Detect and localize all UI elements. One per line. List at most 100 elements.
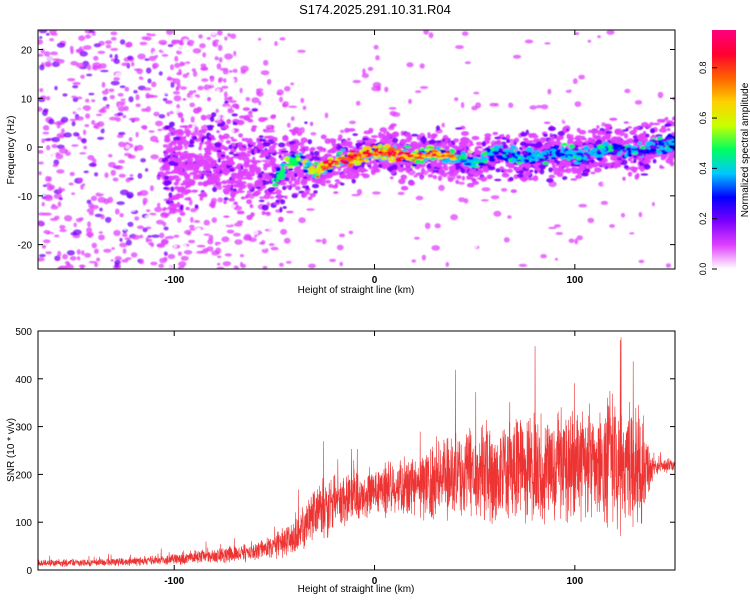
- spectrogram-cell: [581, 172, 589, 177]
- spectrogram-cell: [157, 34, 167, 39]
- spectrogram-cell: [258, 180, 263, 187]
- spectrogram-cell: [340, 129, 345, 134]
- spectrogram-cell: [64, 215, 73, 222]
- spectrogram-cell: [421, 254, 427, 261]
- spectrogram-cell: [504, 245, 511, 252]
- spectrogram-cell: [187, 157, 194, 162]
- spectrogram-cell: [274, 41, 278, 47]
- spectrogram-cell: [297, 173, 303, 179]
- spectrogram-cell: [644, 81, 651, 87]
- colorbar-tick-label: 0.8: [698, 61, 708, 74]
- spectrogram-cell: [566, 105, 575, 109]
- spectrogram-marks: [38, 30, 675, 269]
- spectrogram-cell: [85, 113, 91, 119]
- spectrogram-cell: [336, 151, 343, 155]
- spectrogram-cell: [252, 114, 256, 117]
- spectrogram-cell: [179, 152, 187, 157]
- spectrogram-cell: [300, 137, 308, 143]
- spectrogram-cell: [110, 36, 117, 41]
- spectrogram-cell: [263, 165, 268, 171]
- spectrogram-cell: [105, 44, 112, 49]
- spectrogram-cell: [527, 177, 534, 181]
- spectrogram-cell: [396, 161, 401, 165]
- spectrogram-cell: [329, 150, 336, 154]
- spectrogram-cell: [551, 166, 558, 172]
- spectrogram-cell: [117, 30, 122, 35]
- spectrogram-cell: [348, 230, 354, 235]
- spectrogram-cell: [248, 110, 253, 116]
- spectrogram-cell: [49, 130, 56, 137]
- spectrogram-cell: [478, 32, 486, 38]
- spectrogram-cell: [653, 146, 661, 149]
- spectrogram-cell: [170, 64, 174, 71]
- spectrogram-cell: [486, 136, 490, 143]
- spectrogram-cell: [230, 148, 237, 153]
- spectrogram-cell: [262, 265, 268, 269]
- spectrogram-cell: [245, 153, 251, 157]
- spectrogram-cell: [645, 142, 651, 147]
- spectrogram-cell: [171, 169, 177, 174]
- spectrogram-cell: [405, 157, 409, 161]
- spectrogram-cell: [78, 177, 84, 183]
- spectrogram-cell: [252, 191, 260, 197]
- spectrogram-cell: [180, 86, 187, 90]
- spectrogram-cell: [83, 170, 89, 174]
- spectrogram-cell: [261, 244, 267, 250]
- spectrogram-cell: [460, 102, 465, 109]
- spectrogram-cell: [348, 173, 356, 180]
- spectrogram-cell: [666, 127, 671, 132]
- spectrogram-cell: [197, 102, 205, 106]
- spectrogram-cell: [198, 155, 207, 160]
- spectrogram-cell: [193, 154, 200, 160]
- spectrogram-cell: [223, 200, 227, 205]
- spectrogram-cell: [341, 161, 348, 164]
- spectrogram-cell: [62, 105, 71, 111]
- spectrogram-cell: [193, 107, 201, 114]
- spectrogram-cell: [296, 168, 301, 174]
- spectrogram-cell: [469, 75, 476, 79]
- spectrogram-x-tick-label: 100: [566, 275, 583, 286]
- spectrogram-cell: [203, 163, 212, 170]
- spectrogram-cell: [377, 144, 383, 148]
- spectrogram-cell: [281, 165, 285, 171]
- spectrogram-cell: [368, 127, 374, 134]
- spectrogram-cell: [596, 125, 600, 129]
- spectrogram-cell: [185, 235, 194, 240]
- spectrogram-cell: [214, 142, 222, 148]
- spectrogram-cell: [139, 234, 144, 239]
- spectrogram-cell: [461, 131, 469, 136]
- spectrogram-y-tick-label: -10: [18, 192, 33, 203]
- spectrogram-cell: [158, 39, 168, 45]
- spectrogram-cell: [55, 153, 64, 160]
- spectrogram-cell: [75, 146, 82, 152]
- colorbar-tick-label: 0.0: [698, 263, 708, 276]
- spectrogram-cell: [168, 127, 173, 132]
- spectrogram-cell: [469, 245, 478, 249]
- spectrogram-cell: [633, 158, 637, 164]
- spectrogram-cell: [217, 157, 221, 163]
- spectrogram-cell: [126, 231, 132, 235]
- spectrogram-cell: [267, 187, 276, 192]
- spectrogram-cell: [578, 74, 585, 80]
- spectrogram-cell: [466, 175, 472, 179]
- spectrogram-cell: [304, 146, 309, 152]
- spectrogram-cell: [666, 137, 673, 141]
- spectrogram-cell: [148, 130, 155, 133]
- spectrogram-cell: [249, 141, 257, 146]
- snr-x-tick-label: 0: [372, 576, 378, 587]
- spectrogram-cell: [136, 144, 144, 151]
- spectrogram-cell: [605, 130, 613, 134]
- spectrogram-cell: [421, 135, 426, 141]
- spectrogram-cell: [96, 65, 102, 70]
- spectrogram-cell: [38, 212, 47, 216]
- spectrogram-cell: [173, 245, 178, 248]
- spectrogram-cell: [184, 197, 192, 201]
- spectrogram-cell: [348, 145, 355, 149]
- spectrogram-cell: [254, 182, 260, 187]
- spectrogram-cell: [58, 197, 63, 201]
- spectrogram-cell: [48, 150, 57, 156]
- spectrogram-cell: [307, 139, 313, 145]
- spectrogram-cell: [325, 265, 334, 269]
- spectrogram-cell: [591, 128, 599, 134]
- spectrogram-cell: [183, 250, 193, 255]
